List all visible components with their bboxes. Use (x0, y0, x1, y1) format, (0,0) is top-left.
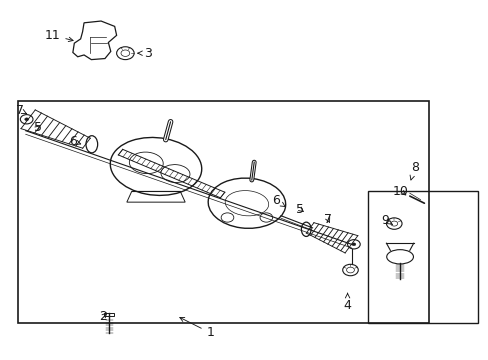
Text: 11: 11 (44, 29, 73, 42)
Text: 10: 10 (392, 185, 408, 198)
Text: 7: 7 (16, 104, 27, 117)
Text: 3: 3 (138, 47, 152, 60)
Text: 8: 8 (409, 161, 418, 180)
Ellipse shape (110, 138, 202, 195)
Text: 9: 9 (381, 213, 391, 226)
Circle shape (351, 243, 355, 246)
Circle shape (25, 118, 29, 121)
Text: 6: 6 (69, 135, 81, 148)
Text: 5: 5 (296, 203, 304, 216)
Text: 6: 6 (272, 194, 285, 207)
Text: 2: 2 (100, 310, 107, 323)
Text: 7: 7 (324, 213, 331, 226)
Text: 5: 5 (34, 121, 42, 134)
Text: 1: 1 (180, 318, 214, 339)
Ellipse shape (208, 178, 285, 228)
Text: 4: 4 (343, 293, 351, 312)
Bar (19, 102, 428, 323)
Bar (368, 191, 477, 323)
